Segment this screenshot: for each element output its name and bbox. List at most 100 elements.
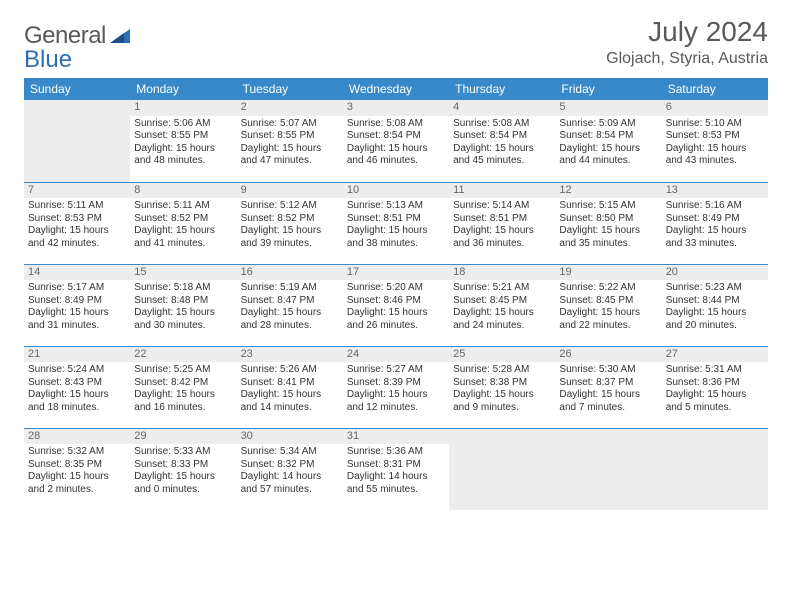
daylight-text: and 14 minutes. [241,402,339,415]
daylight-text: Daylight: 15 hours [347,143,445,156]
sunrise-text: Sunrise: 5:07 AM [241,118,339,131]
sunrise-text: Sunrise: 5:33 AM [134,446,232,459]
weekday-mon: Monday [130,78,236,100]
header: General July 2024 Glojach, Styria, Austr… [24,16,768,68]
sunset-text: Sunset: 8:47 PM [241,295,339,308]
sunset-text: Sunset: 8:55 PM [134,130,232,143]
day-number: 2 [237,100,343,116]
calendar-cell: 30Sunrise: 5:34 AMSunset: 8:32 PMDayligh… [237,428,343,510]
calendar-cell: 20Sunrise: 5:23 AMSunset: 8:44 PMDayligh… [662,264,768,346]
calendar-cell: 24Sunrise: 5:27 AMSunset: 8:39 PMDayligh… [343,346,449,428]
sunrise-text: Sunrise: 5:14 AM [453,200,551,213]
sunrise-text: Sunrise: 5:10 AM [666,118,764,131]
day-number: 7 [24,183,130,199]
calendar-cell: 23Sunrise: 5:26 AMSunset: 8:41 PMDayligh… [237,346,343,428]
daylight-text: Daylight: 15 hours [666,225,764,238]
daylight-text: Daylight: 15 hours [134,471,232,484]
daylight-text: Daylight: 15 hours [347,389,445,402]
sunset-text: Sunset: 8:52 PM [241,213,339,226]
calendar-cell: 25Sunrise: 5:28 AMSunset: 8:38 PMDayligh… [449,346,555,428]
sunset-text: Sunset: 8:51 PM [453,213,551,226]
daylight-text: and 12 minutes. [347,402,445,415]
calendar-week-row: 14Sunrise: 5:17 AMSunset: 8:49 PMDayligh… [24,264,768,346]
calendar-cell: 21Sunrise: 5:24 AMSunset: 8:43 PMDayligh… [24,346,130,428]
day-number: 19 [555,265,661,281]
daylight-text: Daylight: 15 hours [453,307,551,320]
daylight-text: and 36 minutes. [453,238,551,251]
daylight-text: Daylight: 15 hours [559,307,657,320]
calendar-cell: 29Sunrise: 5:33 AMSunset: 8:33 PMDayligh… [130,428,236,510]
sunset-text: Sunset: 8:45 PM [559,295,657,308]
day-number: 9 [237,183,343,199]
sunset-text: Sunset: 8:49 PM [28,295,126,308]
sunrise-text: Sunrise: 5:09 AM [559,118,657,131]
daylight-text: and 9 minutes. [453,402,551,415]
calendar-cell: 1Sunrise: 5:06 AMSunset: 8:55 PMDaylight… [130,100,236,182]
daylight-text: and 24 minutes. [453,320,551,333]
sunset-text: Sunset: 8:36 PM [666,377,764,390]
day-number: 21 [24,347,130,363]
month-title: July 2024 [606,16,768,48]
sunset-text: Sunset: 8:39 PM [347,377,445,390]
daylight-text: Daylight: 15 hours [28,471,126,484]
sunrise-text: Sunrise: 5:19 AM [241,282,339,295]
calendar-cell: 8Sunrise: 5:11 AMSunset: 8:52 PMDaylight… [130,182,236,264]
daylight-text: and 26 minutes. [347,320,445,333]
sunrise-text: Sunrise: 5:11 AM [134,200,232,213]
sunset-text: Sunset: 8:33 PM [134,459,232,472]
calendar-cell: 4Sunrise: 5:08 AMSunset: 8:54 PMDaylight… [449,100,555,182]
day-number: 17 [343,265,449,281]
sunrise-text: Sunrise: 5:21 AM [453,282,551,295]
daylight-text: Daylight: 15 hours [241,307,339,320]
sunrise-text: Sunrise: 5:22 AM [559,282,657,295]
daylight-text: and 31 minutes. [28,320,126,333]
sunset-text: Sunset: 8:37 PM [559,377,657,390]
sunrise-text: Sunrise: 5:25 AM [134,364,232,377]
calendar-cell [449,428,555,510]
daylight-text: and 47 minutes. [241,155,339,168]
daylight-text: and 55 minutes. [347,484,445,497]
daylight-text: Daylight: 14 hours [241,471,339,484]
calendar-cell [662,428,768,510]
daylight-text: Daylight: 15 hours [666,143,764,156]
daylight-text: and 45 minutes. [453,155,551,168]
daylight-text: Daylight: 15 hours [28,307,126,320]
sunset-text: Sunset: 8:43 PM [28,377,126,390]
day-number: 12 [555,183,661,199]
calendar-week-row: 21Sunrise: 5:24 AMSunset: 8:43 PMDayligh… [24,346,768,428]
day-number: 20 [662,265,768,281]
daylight-text: and 7 minutes. [559,402,657,415]
sunset-text: Sunset: 8:32 PM [241,459,339,472]
daylight-text: Daylight: 15 hours [666,389,764,402]
daylight-text: Daylight: 15 hours [241,143,339,156]
day-number: 31 [343,429,449,445]
day-number: 22 [130,347,236,363]
sunset-text: Sunset: 8:35 PM [28,459,126,472]
calendar-body: 1Sunrise: 5:06 AMSunset: 8:55 PMDaylight… [24,100,768,510]
daylight-text: Daylight: 14 hours [347,471,445,484]
daylight-text: and 48 minutes. [134,155,232,168]
sunset-text: Sunset: 8:54 PM [347,130,445,143]
daylight-text: Daylight: 15 hours [134,143,232,156]
calendar-cell: 16Sunrise: 5:19 AMSunset: 8:47 PMDayligh… [237,264,343,346]
day-number: 27 [662,347,768,363]
day-number: 23 [237,347,343,363]
daylight-text: and 57 minutes. [241,484,339,497]
sunset-text: Sunset: 8:49 PM [666,213,764,226]
calendar-cell: 11Sunrise: 5:14 AMSunset: 8:51 PMDayligh… [449,182,555,264]
day-number: 5 [555,100,661,116]
daylight-text: and 35 minutes. [559,238,657,251]
sunrise-text: Sunrise: 5:36 AM [347,446,445,459]
calendar-cell: 9Sunrise: 5:12 AMSunset: 8:52 PMDaylight… [237,182,343,264]
sunrise-text: Sunrise: 5:06 AM [134,118,232,131]
calendar-cell [24,100,130,182]
title-block: July 2024 Glojach, Styria, Austria [606,16,768,68]
day-number: 8 [130,183,236,199]
daylight-text: and 18 minutes. [28,402,126,415]
sunset-text: Sunset: 8:53 PM [28,213,126,226]
calendar-cell: 5Sunrise: 5:09 AMSunset: 8:54 PMDaylight… [555,100,661,182]
day-number: 25 [449,347,555,363]
sunrise-text: Sunrise: 5:20 AM [347,282,445,295]
day-number: 28 [24,429,130,445]
weekday-sat: Saturday [662,78,768,100]
